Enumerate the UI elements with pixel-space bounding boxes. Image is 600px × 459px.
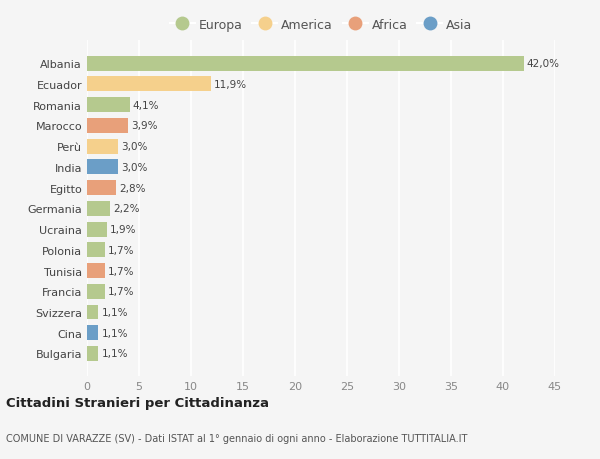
Legend: Europa, America, Africa, Asia: Europa, America, Africa, Asia bbox=[170, 19, 472, 32]
Text: Cittadini Stranieri per Cittadinanza: Cittadini Stranieri per Cittadinanza bbox=[6, 396, 269, 409]
Text: 1,1%: 1,1% bbox=[101, 328, 128, 338]
Bar bbox=[87, 118, 128, 134]
Text: 1,7%: 1,7% bbox=[108, 245, 134, 255]
Text: 42,0%: 42,0% bbox=[527, 59, 560, 69]
Text: COMUNE DI VARAZZE (SV) - Dati ISTAT al 1° gennaio di ogni anno - Elaborazione TU: COMUNE DI VARAZZE (SV) - Dati ISTAT al 1… bbox=[6, 433, 467, 442]
Bar bbox=[87, 263, 104, 278]
Text: 3,0%: 3,0% bbox=[121, 162, 148, 173]
Text: 1,7%: 1,7% bbox=[108, 266, 134, 276]
Bar bbox=[87, 202, 110, 216]
Text: 1,9%: 1,9% bbox=[110, 224, 136, 235]
Text: 2,2%: 2,2% bbox=[113, 204, 139, 214]
Bar bbox=[87, 160, 118, 175]
Bar bbox=[87, 181, 116, 196]
Bar bbox=[87, 56, 524, 72]
Text: 2,8%: 2,8% bbox=[119, 183, 146, 193]
Text: 1,7%: 1,7% bbox=[108, 286, 134, 297]
Text: 4,1%: 4,1% bbox=[133, 101, 159, 110]
Text: 3,0%: 3,0% bbox=[121, 142, 148, 152]
Bar bbox=[87, 77, 211, 92]
Bar bbox=[87, 243, 104, 257]
Bar bbox=[87, 222, 107, 237]
Text: 3,9%: 3,9% bbox=[131, 121, 157, 131]
Text: 11,9%: 11,9% bbox=[214, 80, 247, 90]
Bar bbox=[87, 284, 104, 299]
Bar bbox=[87, 346, 98, 361]
Bar bbox=[87, 140, 118, 154]
Bar bbox=[87, 325, 98, 341]
Text: 1,1%: 1,1% bbox=[101, 349, 128, 358]
Text: 1,1%: 1,1% bbox=[101, 308, 128, 317]
Bar bbox=[87, 98, 130, 113]
Bar bbox=[87, 305, 98, 320]
